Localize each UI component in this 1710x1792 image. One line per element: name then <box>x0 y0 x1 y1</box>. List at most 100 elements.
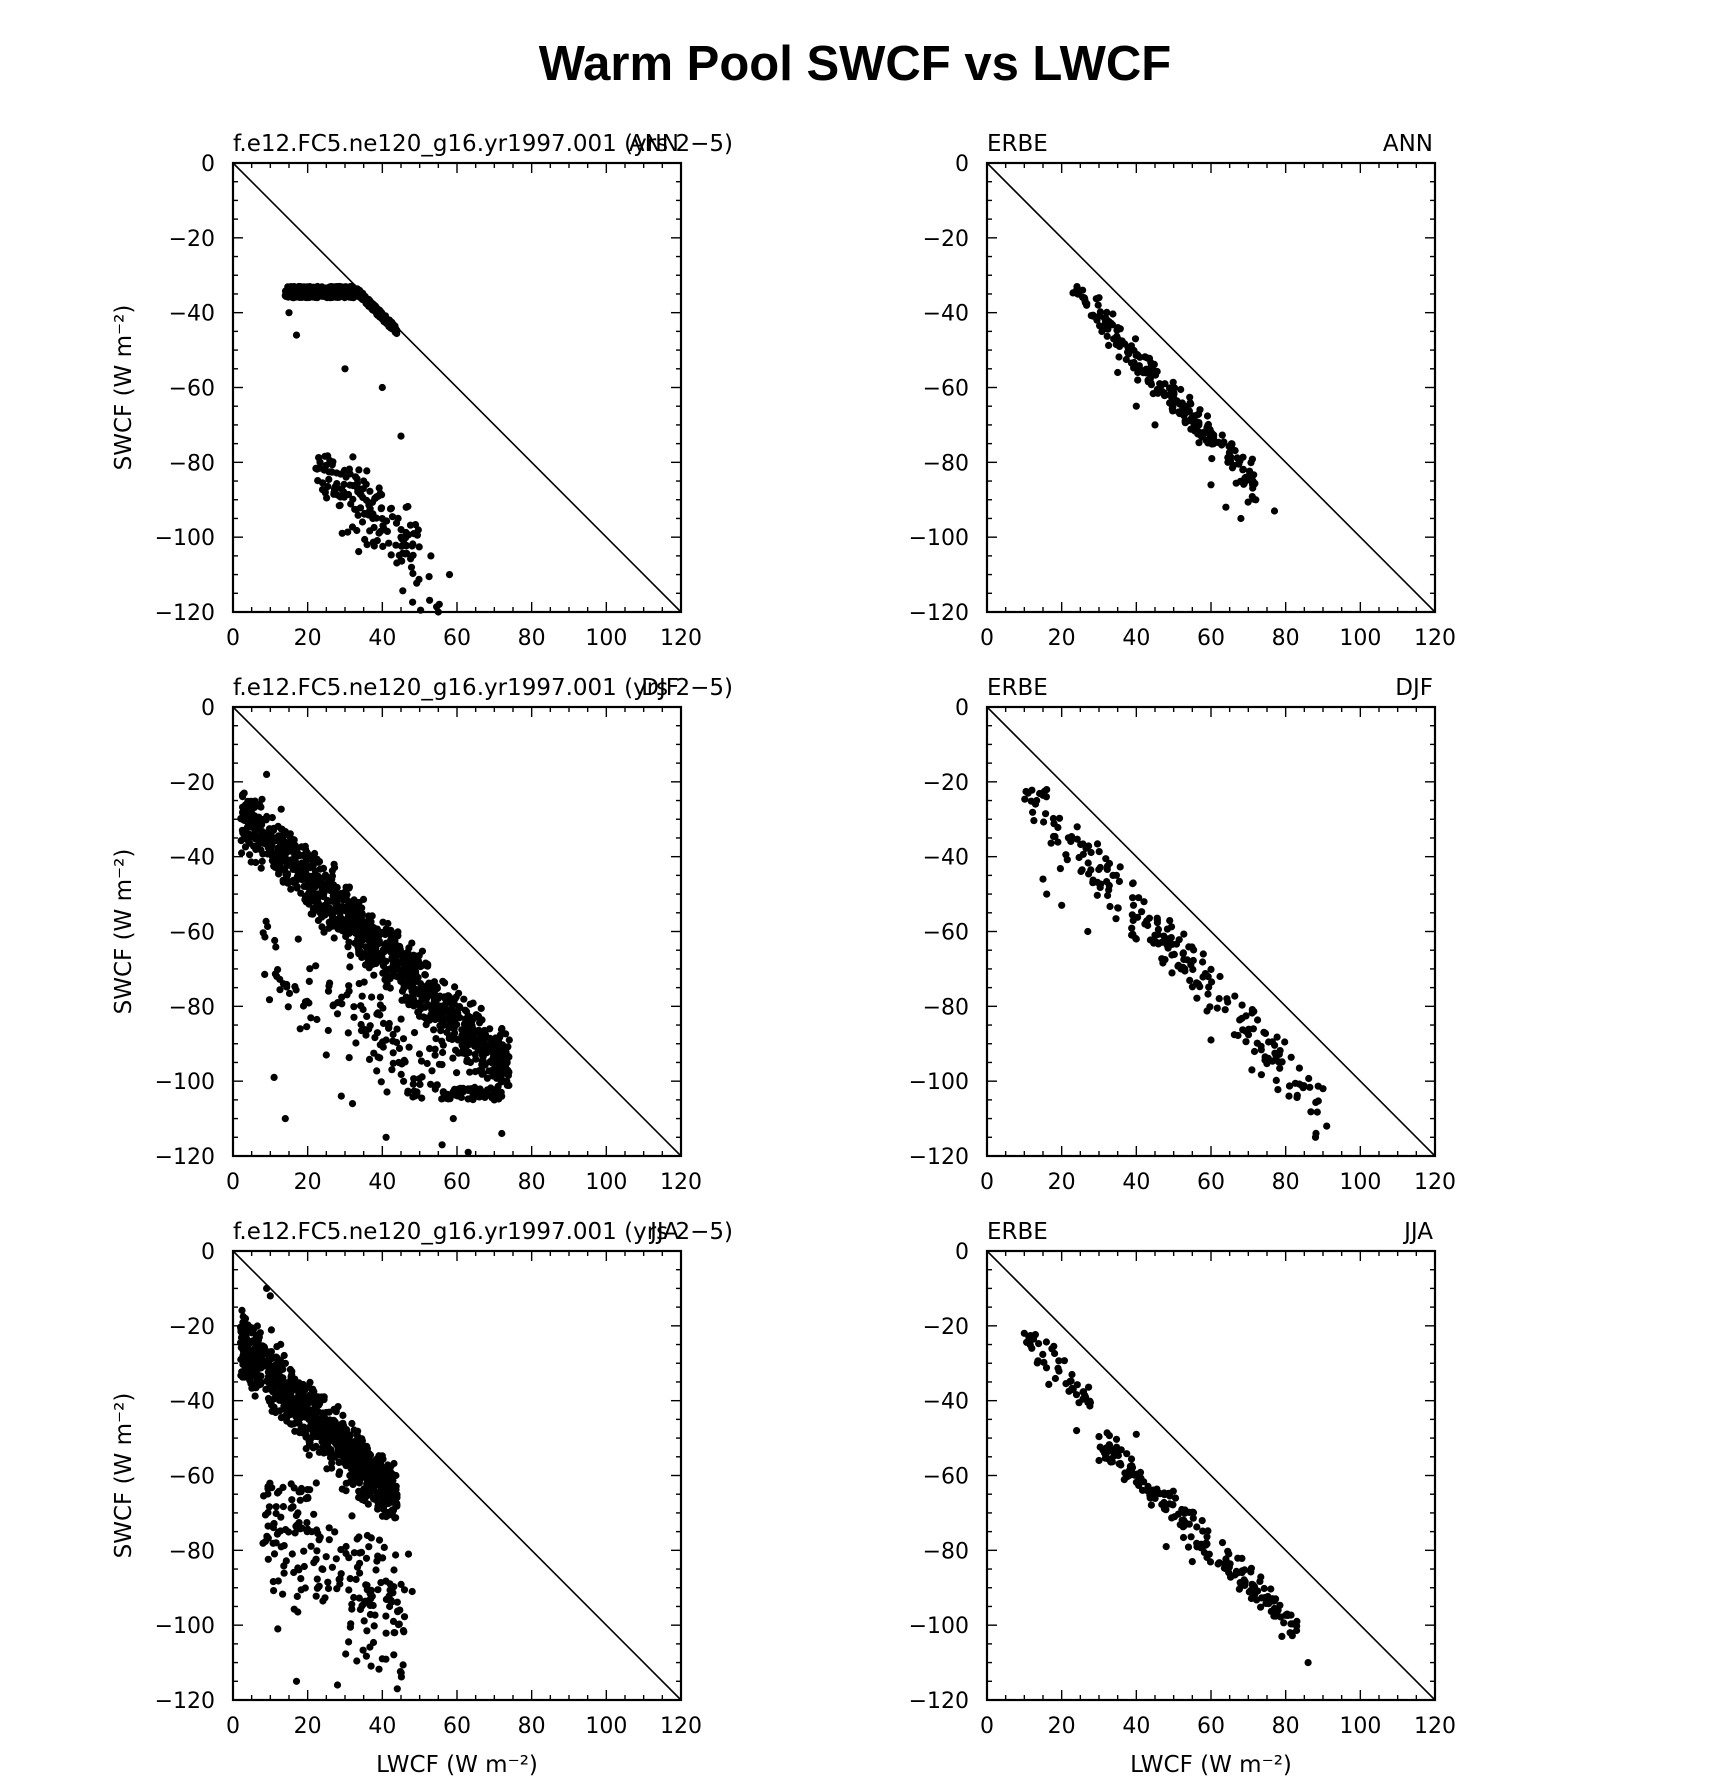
data-point <box>372 1566 380 1574</box>
data-point <box>325 924 333 932</box>
data-point <box>1225 1550 1233 1558</box>
panel-left-label: f.e12.FC5.ne120_g16.yr1997.001 (yrs 2−5) <box>233 675 733 701</box>
y-tick-label: 0 <box>201 1240 215 1265</box>
data-point <box>326 904 334 912</box>
data-point <box>273 1530 281 1538</box>
data-point <box>345 1450 353 1458</box>
data-point <box>312 1479 320 1487</box>
x-tick-label: 60 <box>1197 1714 1225 1739</box>
data-point <box>387 551 395 559</box>
y-tick-label: −80 <box>169 995 215 1020</box>
data-point <box>345 1586 353 1594</box>
x-tick-label: 60 <box>443 1170 471 1195</box>
data-point <box>360 477 368 485</box>
data-point <box>363 1012 371 1021</box>
data-point <box>297 1575 305 1583</box>
data-point <box>397 1015 405 1023</box>
data-point <box>1100 314 1108 322</box>
data-point <box>1166 1500 1174 1508</box>
data-point <box>383 1088 391 1096</box>
data-point <box>274 1625 282 1633</box>
ticks <box>232 1250 682 1701</box>
data-point <box>1140 1478 1148 1486</box>
data-point <box>1261 1056 1269 1064</box>
data-point <box>1304 1659 1312 1667</box>
data-point <box>1085 842 1093 850</box>
data-point <box>340 1424 348 1432</box>
data-point <box>282 1526 290 1534</box>
data-point <box>382 1629 390 1637</box>
data-point <box>1198 1517 1206 1525</box>
data-point <box>1033 796 1041 805</box>
data-point <box>1152 938 1160 946</box>
data-point <box>359 895 368 904</box>
data-point <box>1166 917 1174 925</box>
data-point <box>325 1536 333 1544</box>
data-point <box>1069 1385 1077 1393</box>
data-point <box>1055 1367 1063 1375</box>
data-point <box>239 829 247 837</box>
data-point <box>1145 914 1153 922</box>
data-point <box>461 1006 469 1014</box>
data-point <box>1085 870 1093 878</box>
y-tick-label: −40 <box>923 846 969 871</box>
data-point <box>1204 1527 1212 1535</box>
y-tick-label: −100 <box>155 1070 215 1095</box>
data-point <box>374 1502 382 1510</box>
data-point <box>306 965 314 973</box>
data-point <box>1093 840 1102 848</box>
data-point <box>1030 817 1038 825</box>
data-point <box>331 1528 339 1536</box>
data-point <box>333 897 341 906</box>
y-tick-label: −80 <box>923 995 969 1020</box>
data-point <box>1020 1329 1028 1337</box>
data-point <box>322 1553 330 1561</box>
data-point <box>1083 301 1091 309</box>
data-point <box>318 885 326 894</box>
data-point <box>338 529 346 537</box>
data-point <box>1131 335 1140 343</box>
data-point <box>281 1115 289 1123</box>
data-point <box>1196 983 1204 991</box>
data-point <box>450 1025 458 1033</box>
data-point <box>1033 1359 1041 1367</box>
data-point <box>357 491 365 499</box>
y-tick-label: −20 <box>923 227 969 252</box>
data-point <box>411 952 419 960</box>
data-point <box>401 966 409 975</box>
data-point <box>386 1580 394 1588</box>
data-point <box>367 1662 375 1670</box>
data-point <box>321 452 329 460</box>
data-point <box>1273 1033 1281 1041</box>
data-point <box>246 803 254 811</box>
data-point <box>347 925 355 933</box>
panel-right-label: JJA <box>648 1219 679 1245</box>
data-point <box>355 466 363 474</box>
data-point <box>400 1613 409 1621</box>
data-point <box>397 1070 405 1078</box>
data-point <box>489 1090 497 1098</box>
data-point <box>1117 1446 1125 1454</box>
data-point <box>1207 965 1215 974</box>
data-point <box>1291 1079 1299 1087</box>
panel-left-label: ERBE <box>987 1219 1048 1245</box>
data-point <box>1201 970 1209 978</box>
y-tick-label: −20 <box>169 1315 215 1340</box>
x-tick-label: 100 <box>1339 626 1381 651</box>
data-point <box>1270 1612 1278 1620</box>
data-point <box>1124 1472 1132 1480</box>
data-point <box>394 932 402 940</box>
data-point <box>410 1029 419 1037</box>
data-point <box>255 833 264 841</box>
y-tick-label: −60 <box>923 921 969 946</box>
data-point <box>257 864 265 872</box>
data-point <box>246 797 254 806</box>
data-point <box>327 1418 335 1426</box>
data-point <box>1077 867 1085 876</box>
data-point <box>356 1559 364 1567</box>
data-point <box>1095 1433 1103 1441</box>
panels-container: 0 20 40 60 80 100 120 0 −20 −40 −60 −80 −100 −120 f.e1… <box>111 131 1456 1778</box>
data-point <box>1238 1001 1246 1009</box>
data-point <box>504 1043 512 1051</box>
data-point <box>1051 1374 1059 1383</box>
